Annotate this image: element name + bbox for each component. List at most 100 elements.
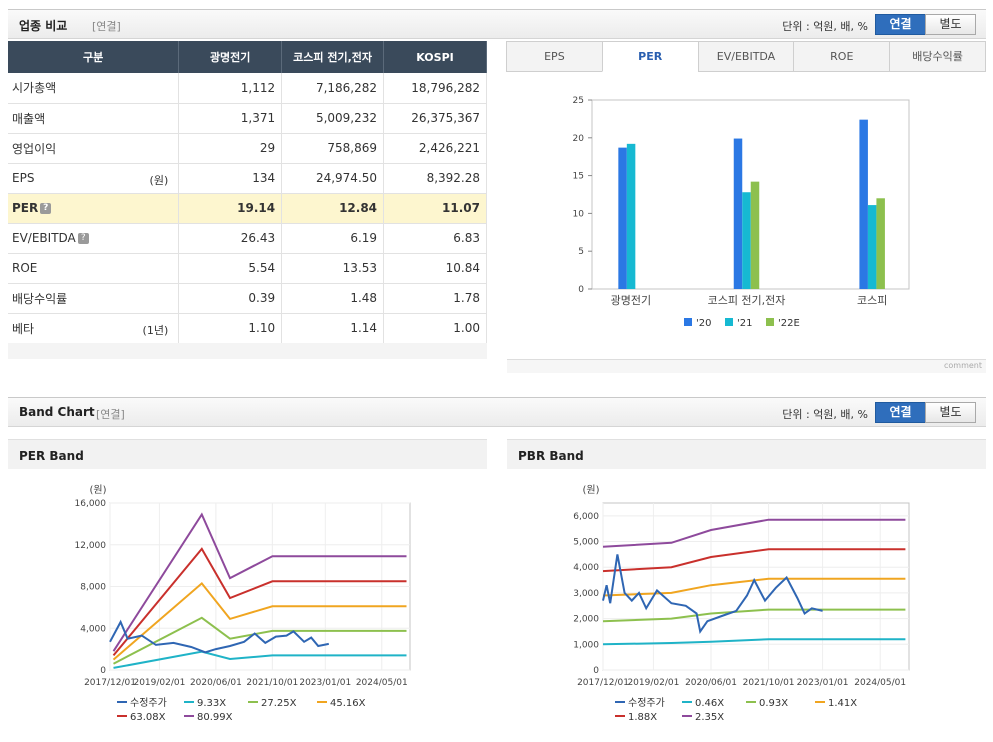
legend-label: '22E — [778, 318, 800, 329]
table-header-row: 구분 광명전기 코스피 전기,전자 KOSPI — [8, 41, 487, 73]
y-tick-label: 10 — [573, 209, 585, 219]
legend-swatch — [684, 318, 692, 326]
band-separate-button[interactable]: 별도 — [925, 402, 976, 423]
table-cell: 24,974.50 — [281, 163, 385, 194]
legend-swatch — [725, 318, 733, 326]
band-unit-label: 단위 : 억원, 배, % — [782, 408, 868, 421]
comment-bar[interactable]: comment — [507, 359, 986, 373]
legend-label: 0.46X — [695, 698, 724, 709]
section-subtitle: [연결] — [92, 20, 121, 33]
tab-roe[interactable]: ROE — [793, 41, 891, 72]
y-tick-label: 0 — [100, 666, 106, 676]
tab-ev-ebitda[interactable]: EV/EBITDA — [697, 41, 795, 72]
bar — [859, 119, 868, 289]
row-unit: (1년) — [142, 323, 169, 337]
row-label-text: EV/EBITDA — [12, 231, 76, 245]
legend-label: 80.99X — [197, 712, 233, 723]
y-unit-label: (원) — [89, 484, 106, 496]
x-category-label: 코스피 — [857, 294, 887, 307]
table-cell: 0.39 — [178, 283, 283, 314]
y-tick-label: 8,000 — [80, 583, 106, 593]
table-row: ROE 5.54 13.53 10.84 — [8, 253, 487, 284]
row-label-text: 베타 — [12, 321, 35, 336]
table-body: 시가총액 1,112 7,186,282 18,796,282 매출액 1,371 5,00… — [8, 73, 487, 344]
x-tick-label: 2021/10/01 — [246, 678, 298, 688]
table-cell: 1.14 — [281, 313, 385, 344]
table-cell: 1.48 — [281, 283, 385, 314]
row-label: EV/EBITDA? — [8, 223, 180, 254]
pbr-band-panel: PBR Band (원) 0 1,000 2,000 3,000 4,000 5,000 6,… — [507, 439, 986, 739]
consolidation-toggle: 연결 별도 — [875, 14, 976, 35]
legend-label: 수정주가 — [628, 697, 665, 709]
table-cell: 12.84 — [281, 193, 385, 224]
table-cell: 18,796,282 — [383, 73, 487, 104]
y-tick-label: 25 — [573, 96, 584, 106]
y-tick-label: 6,000 — [573, 512, 599, 522]
y-tick-label: 4,000 — [573, 563, 599, 573]
pbr-band-chart: (원) 0 1,000 2,000 3,000 4,000 5,000 6,000 2017/1… — [573, 484, 910, 723]
row-label-text: 매출액 — [12, 111, 46, 126]
tab-eps[interactable]: EPS — [506, 41, 603, 72]
band-consolidated-button[interactable]: 연결 — [875, 402, 926, 423]
row-label: 베타 (1년) — [8, 313, 180, 344]
table-cell: 1.00 — [383, 313, 487, 344]
legend-label: '21 — [737, 318, 752, 329]
header-kospi: KOSPI — [383, 41, 487, 73]
table-row: 영업이익 29 758,869 2,426,221 — [8, 133, 487, 164]
row-label: 매출액 — [8, 103, 180, 134]
y-unit-label: (원) — [582, 484, 599, 496]
series-line — [112, 547, 407, 657]
metric-tabs: EPS PER EV/EBITDA ROE 배당수익률 — [506, 41, 986, 72]
series-line — [602, 577, 906, 597]
row-label-text: EPS — [12, 171, 35, 185]
row-label: EPS (원) — [8, 163, 180, 194]
row-label-text: 배당수익률 — [12, 291, 68, 306]
legend-label: 수정주가 — [130, 697, 167, 709]
row-label-text: PER — [12, 201, 39, 215]
separate-button[interactable]: 별도 — [925, 14, 976, 35]
x-tick-label: 2017/12/01 — [84, 678, 136, 688]
comparison-table: 구분 광명전기 코스피 전기,전자 KOSPI 시가총액 1,112 7,186,2… — [8, 41, 487, 344]
table-row: EPS (원) 134 24,974.50 8,392.28 — [8, 163, 487, 194]
table-row: 매출액 1,371 5,009,232 26,375,367 — [8, 103, 487, 134]
table-cell: 134 — [178, 163, 283, 194]
table-cell: 13.53 — [281, 253, 385, 284]
table-row: 시가총액 1,112 7,186,282 18,796,282 — [8, 73, 487, 104]
y-tick-label: 0 — [578, 285, 584, 295]
tab-per[interactable]: PER — [601, 41, 699, 72]
help-icon[interactable]: ? — [77, 233, 89, 244]
y-tick-label: 15 — [573, 172, 584, 182]
table-cell: 5,009,232 — [281, 103, 385, 134]
help-icon[interactable]: ? — [40, 203, 52, 214]
plot-area — [602, 502, 910, 671]
legend-label: 63.08X — [130, 712, 166, 723]
series-line — [602, 638, 906, 646]
tab-배당수익률[interactable]: 배당수익률 — [889, 41, 986, 72]
row-unit: (원) — [149, 173, 169, 187]
series-line — [113, 650, 407, 669]
band-consolidation-toggle: 연결 별도 — [875, 402, 976, 423]
x-tick-label: 2024/05/01 — [854, 678, 906, 688]
legend-swatch — [766, 318, 774, 326]
row-label: 시가총액 — [8, 73, 180, 104]
series-line — [602, 548, 906, 573]
table-cell: 1,371 — [178, 103, 283, 134]
comment-label[interactable]: comment — [943, 361, 982, 370]
bar — [742, 192, 751, 289]
per-band-title: PER Band — [8, 439, 487, 469]
legend-label: 27.25X — [261, 698, 297, 709]
table-cell: 758,869 — [281, 133, 385, 164]
consolidated-button[interactable]: 연결 — [875, 14, 926, 35]
table-cell: 6.83 — [383, 223, 487, 254]
bar — [867, 205, 877, 289]
legend-label: 0.93X — [759, 698, 788, 709]
band-chart-header: Band Chart [연결] 단위 : 억원, 배, % 연결 별도 — [8, 397, 986, 427]
band-section-title: Band Chart — [19, 405, 95, 419]
table-cell: 11.07 — [383, 193, 487, 224]
table-cell: 1.10 — [178, 313, 283, 344]
row-label-text: ROE — [12, 261, 38, 275]
y-tick-label: 1,000 — [573, 640, 599, 650]
x-category-label: 광명전기 — [611, 294, 651, 307]
y-tick-label: 20 — [573, 134, 585, 144]
y-tick-label: 16,000 — [75, 499, 107, 509]
